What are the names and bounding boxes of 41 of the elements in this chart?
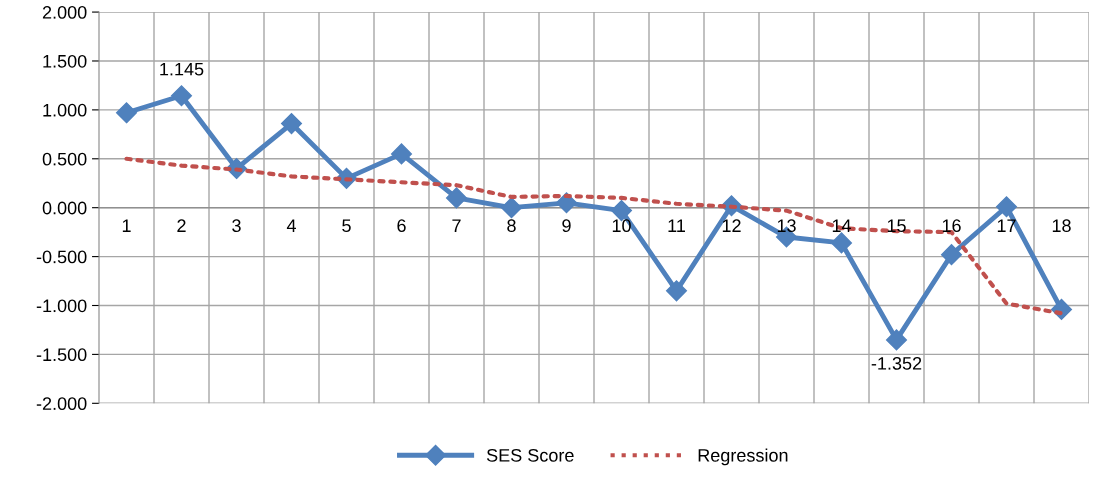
x-tick-label: 6 bbox=[397, 219, 406, 233]
y-tick-label: 2.000 bbox=[42, 6, 87, 19]
point bbox=[115, 102, 138, 124]
y-tick-label: -1.000 bbox=[36, 299, 87, 313]
point bbox=[390, 143, 413, 165]
y-tick-label: 0.000 bbox=[42, 201, 87, 215]
legend-label: Regression bbox=[698, 448, 788, 466]
point bbox=[500, 197, 523, 219]
x-tick-label: 13 bbox=[777, 219, 796, 233]
data-label: 1.145 bbox=[160, 62, 204, 76]
y-tick-label: -1.500 bbox=[36, 348, 87, 362]
point bbox=[995, 196, 1018, 218]
x-tick-label: 9 bbox=[562, 219, 571, 233]
y-tick-label: -2.000 bbox=[36, 397, 87, 411]
x-tick-label: 12 bbox=[722, 219, 741, 232]
x-tick-label: 8 bbox=[507, 219, 516, 233]
data-label: -1.352 bbox=[871, 356, 922, 370]
x-tick-label: 5 bbox=[342, 219, 351, 233]
point bbox=[830, 232, 853, 254]
x-tick-label: 15 bbox=[887, 219, 906, 233]
point bbox=[280, 113, 303, 135]
point bbox=[445, 187, 468, 209]
y-tick-label: 0.500 bbox=[42, 152, 87, 166]
x-tick-label: 3 bbox=[232, 219, 241, 233]
y-tick-label: -0.500 bbox=[36, 250, 87, 264]
legend-label: SES Score bbox=[486, 448, 574, 462]
x-tick-label: 1 bbox=[122, 219, 131, 232]
x-tick-label: 16 bbox=[942, 219, 961, 233]
y-tick-label: 1.000 bbox=[43, 103, 87, 117]
x-tick-label: 7 bbox=[452, 219, 461, 232]
point bbox=[665, 280, 688, 302]
x-tick-label: 4 bbox=[286, 219, 296, 232]
point bbox=[885, 329, 908, 351]
point bbox=[940, 244, 963, 266]
x-tick-label: 2 bbox=[177, 219, 186, 232]
y-tick-label: 1.500 bbox=[43, 54, 87, 68]
x-tick-label: 10 bbox=[612, 219, 631, 233]
point bbox=[170, 85, 193, 107]
x-tick-label: 11 bbox=[668, 219, 685, 232]
x-tick-label: 18 bbox=[1052, 219, 1071, 233]
x-tick-label: 17 bbox=[997, 219, 1016, 232]
